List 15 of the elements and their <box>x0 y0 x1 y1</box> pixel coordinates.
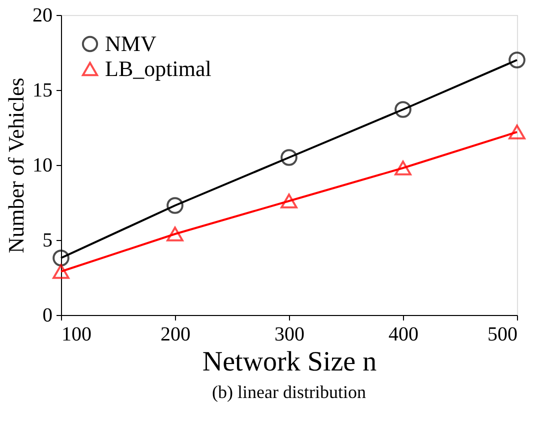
text: (b) linear distribution <box>212 382 366 402</box>
legend-label: NMV <box>105 31 156 56</box>
y-tick-label: 10 <box>32 154 52 176</box>
x-tick-label: 100 <box>62 324 92 346</box>
y-tick-label: 5 <box>42 230 52 252</box>
x-tick-label: 300 <box>274 324 304 346</box>
x-tick-label: 500 <box>488 324 518 346</box>
y-tick-label: 0 <box>42 304 52 326</box>
y-axis-title: Number of Vehicles <box>4 78 28 254</box>
y-tick-label: 15 <box>32 80 52 102</box>
y-tick-label: 20 <box>32 4 52 26</box>
x-axis-title: Network Size n <box>202 346 377 378</box>
legend-label: LB_optimal <box>105 56 212 81</box>
x-tick-label: 400 <box>388 324 418 346</box>
x-tick-label: 200 <box>160 324 190 346</box>
